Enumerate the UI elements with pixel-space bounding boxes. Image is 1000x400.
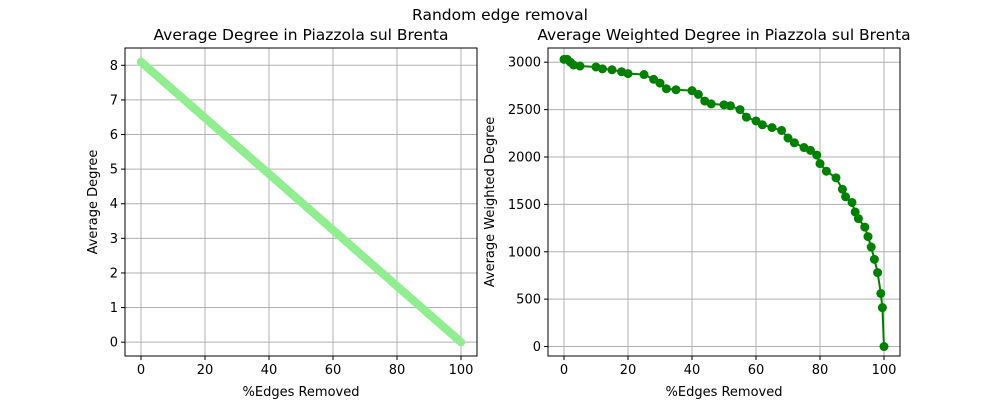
- x-tick-label: 100: [872, 363, 897, 378]
- y-tick-label: 500: [516, 293, 541, 308]
- x-tick-label: 80: [389, 363, 406, 378]
- data-point: [607, 65, 617, 75]
- data-point: [873, 268, 883, 278]
- y-tick-label: 0: [110, 336, 118, 351]
- chart-title: Average Degree in Piazzola sul Brenta: [153, 26, 448, 44]
- x-axis-label: %Edges Removed: [666, 385, 783, 400]
- y-tick-label: 1: [110, 301, 118, 316]
- x-tick-label: 0: [560, 363, 568, 378]
- data-point: [841, 192, 851, 202]
- plot-frame: [124, 47, 478, 357]
- y-tick-label: 8: [110, 59, 118, 74]
- data-point: [847, 197, 857, 207]
- data-point: [812, 150, 822, 160]
- data-point: [831, 173, 841, 183]
- y-tick-label: 6: [110, 128, 118, 143]
- x-tick-label: 0: [137, 363, 145, 378]
- data-point: [789, 138, 799, 148]
- data-point: [853, 214, 863, 224]
- data-point: [805, 145, 815, 155]
- data-point: [693, 89, 703, 99]
- data-point: [735, 105, 745, 115]
- x-tick-label: 20: [197, 363, 214, 378]
- y-tick-label: 2000: [508, 150, 541, 165]
- data-point: [706, 99, 716, 109]
- y-tick-label: 3000: [508, 56, 541, 71]
- y-tick-label: 2500: [508, 103, 541, 118]
- ticks-layer: 0 20 40 60 80 100 0 1 2 3 4 5 6 7 8: [110, 59, 474, 378]
- x-tick-label: 40: [261, 363, 278, 378]
- data-point: [877, 303, 887, 313]
- data-point: [783, 133, 793, 143]
- data-point: [661, 84, 671, 94]
- data-point: [741, 112, 751, 122]
- x-tick-label: 20: [620, 363, 637, 378]
- y-tick-label: 7: [110, 93, 118, 108]
- y-tick-label: 1500: [508, 198, 541, 213]
- data-point: [876, 288, 886, 298]
- marks-layer: [136, 57, 466, 347]
- marks-layer: [559, 54, 889, 352]
- data-point: [821, 166, 831, 176]
- y-axis-label: Average Degree: [86, 150, 101, 255]
- grid-layer: [548, 48, 900, 356]
- data-point: [757, 120, 767, 130]
- y-tick-label: 4: [110, 197, 118, 212]
- data-point: [815, 159, 825, 169]
- chart-title: Average Weighted Degree in Piazzola sul …: [537, 26, 910, 44]
- x-tick-label: 100: [449, 363, 474, 378]
- data-point: [575, 61, 585, 71]
- data-point: [623, 69, 633, 79]
- data-point: [597, 64, 607, 74]
- data-point: [639, 70, 649, 80]
- x-tick-label: 40: [684, 363, 701, 378]
- grid-layer: [125, 48, 477, 356]
- y-tick-label: 5: [110, 163, 118, 178]
- data-point: [725, 101, 735, 111]
- average-degree-chart: 0 20 40 60 80 100 0 1 2 3 4 5 6 7 8 Average Degree in …: [86, 26, 478, 400]
- y-tick-label: 0: [533, 340, 541, 355]
- data-point: [671, 85, 681, 95]
- y-tick-label: 3: [110, 232, 118, 247]
- figure-suptitle: Random edge removal: [412, 6, 588, 24]
- x-tick-label: 60: [748, 363, 765, 378]
- y-axis-label: Average Weighted Degree: [483, 117, 498, 288]
- y-tick-label: 1000: [508, 245, 541, 260]
- data-point: [869, 254, 879, 264]
- data-point: [837, 184, 847, 194]
- data-point: [767, 123, 777, 133]
- data-point: [860, 222, 870, 232]
- data-point: [879, 342, 889, 352]
- x-tick-label: 60: [325, 363, 342, 378]
- data-point: [866, 242, 876, 252]
- x-tick-label: 80: [812, 363, 829, 378]
- data-point: [863, 232, 873, 242]
- data-point: [456, 337, 466, 347]
- data-point: [777, 125, 787, 135]
- data-point: [655, 78, 665, 88]
- plot-frame: [547, 47, 901, 357]
- y-tick-label: 2: [110, 266, 118, 281]
- x-axis-label: %Edges Removed: [243, 385, 360, 400]
